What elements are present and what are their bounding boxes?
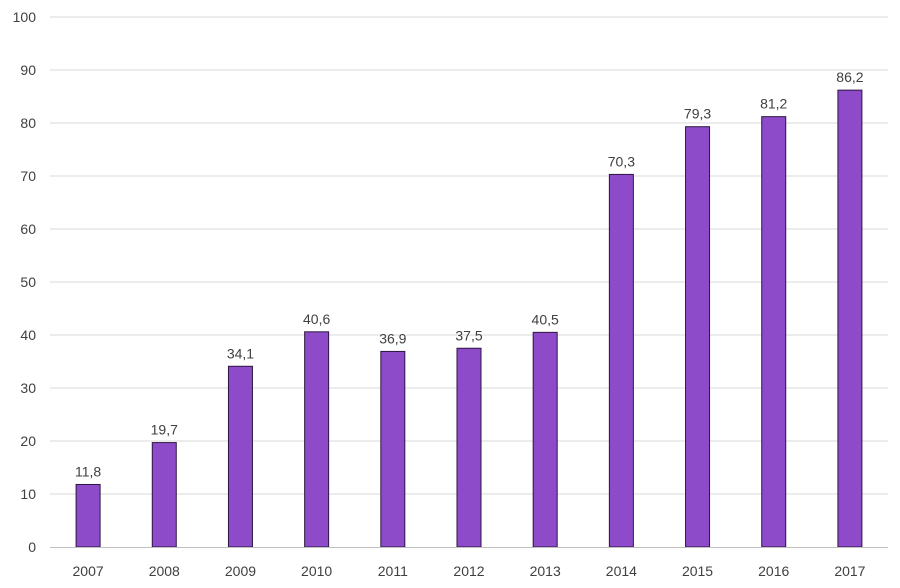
bar-2015 [685,126,711,548]
gridlines [50,16,888,495]
y-tick-label: 70 [20,168,36,184]
bar-2008 [151,442,177,548]
data-labels: 11,8 19,7 34,1 40,6 36,9 37,5 40,5 70,3 79,3 81,2… [75,69,864,479]
data-label-2011: 36,9 [379,330,406,346]
x-tick-label-2009: 2009 [225,563,256,579]
y-tick-label: 80 [20,115,36,131]
x-tick-label-2015: 2015 [682,563,713,579]
bar-2011 [380,350,406,548]
x-tick-label-2008: 2008 [149,563,180,579]
y-tick-label: 10 [20,486,36,502]
bar-2009 [227,365,253,548]
bar-2013 [532,331,558,548]
y-tick-label: 60 [20,221,36,237]
y-tick-label: 100 [13,9,37,25]
x-tick-label-2011: 2011 [378,563,408,579]
bar-2017 [837,89,863,548]
bar-2010 [304,331,330,548]
data-label-2017: 86,2 [836,69,863,85]
data-label-2008: 19,7 [151,422,178,438]
x-tick-label-2013: 2013 [530,563,561,579]
x-tick-label-2010: 2010 [301,563,332,579]
data-label-2007: 11,8 [75,463,101,479]
bar-2012 [456,347,482,548]
x-tick-label-2016: 2016 [758,563,789,579]
data-label-2015: 79,3 [684,106,711,122]
data-label-2009: 34,1 [227,345,254,361]
data-label-2016: 81,2 [760,96,787,112]
y-axis-tick-labels: 0 10 20 30 40 50 60 70 80 90 100 [13,9,37,555]
y-tick-label: 30 [20,380,36,396]
y-tick-label: 0 [28,539,36,555]
x-tick-label-2017: 2017 [834,563,865,579]
data-label-2012: 37,5 [455,327,482,343]
x-tick-label-2012: 2012 [453,563,484,579]
data-label-2010: 40,6 [303,311,330,327]
x-tick-label-2007: 2007 [73,563,104,579]
data-label-2013: 40,5 [532,311,559,327]
x-tick-label-2014: 2014 [606,563,637,579]
bar-2014 [608,173,634,548]
y-tick-label: 90 [20,62,36,78]
y-tick-label: 20 [20,433,36,449]
data-label-2014: 70,3 [608,153,635,169]
bars [75,89,863,548]
bar-2007 [75,483,101,548]
x-axis-tick-labels: 2007 2008 2009 2010 2011 2012 2013 2014 2015 2016… [73,563,866,579]
y-tick-label: 40 [20,327,36,343]
y-tick-label: 50 [20,274,36,290]
bar-2016 [761,116,787,548]
